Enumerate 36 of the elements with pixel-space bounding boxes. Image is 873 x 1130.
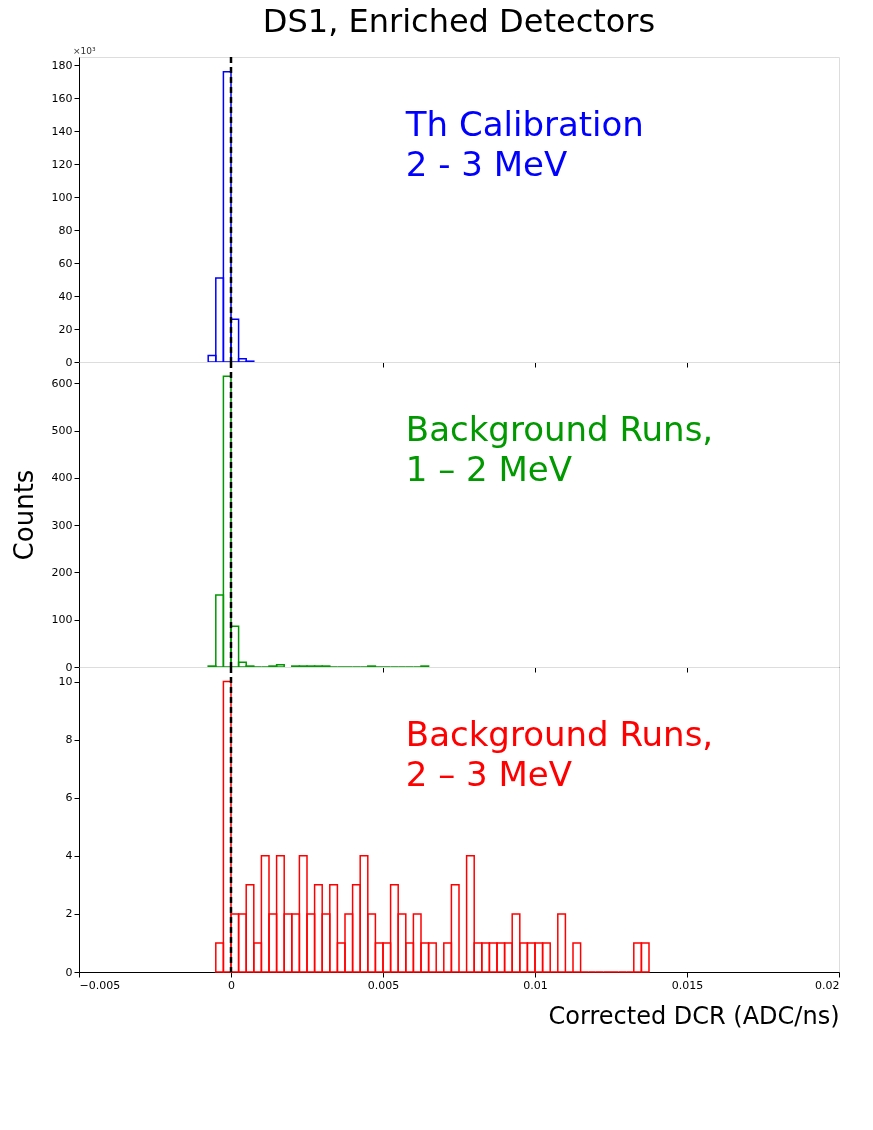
y-tick-label: 40 xyxy=(58,289,73,303)
y-tick-label: 100 xyxy=(51,613,73,627)
y-tick-label: 0 xyxy=(65,355,73,369)
y-tick-label: 180 xyxy=(51,58,73,72)
y-axis-title: Counts xyxy=(8,469,39,561)
y-tick-label: 200 xyxy=(51,565,73,579)
text: Th Calibration 2 - 3 MeV xyxy=(404,103,644,184)
y-tick-label: 100 xyxy=(51,190,73,204)
y-tick-label: 10 xyxy=(58,675,73,689)
y-tick-label: 500 xyxy=(51,424,73,438)
x-tick-label: 0.02 xyxy=(815,978,840,992)
text: ×10³ xyxy=(73,46,96,56)
y-tick-label: 0 xyxy=(65,660,73,674)
y-tick-label: 20 xyxy=(58,322,73,336)
x-tick-label: 0.015 xyxy=(671,978,704,992)
y-tick-label: 60 xyxy=(58,256,73,270)
y-tick-label: 0 xyxy=(65,965,73,979)
x-tick-label: 0 xyxy=(228,978,235,992)
x-tick-label: 0.01 xyxy=(523,978,548,992)
y-tick-label: 300 xyxy=(51,518,73,532)
y-tick-label: 2 xyxy=(65,907,73,921)
text: Background Runs, 1 – 2 MeV xyxy=(405,408,714,489)
y-tick-label: 140 xyxy=(51,124,73,138)
y-tick-label: 400 xyxy=(51,471,73,485)
x-axis-title: Corrected DCR (ADC/ns) xyxy=(548,1001,840,1030)
chart-title: DS1, Enriched Detectors xyxy=(262,2,656,40)
text: Background Runs, 2 – 3 MeV xyxy=(405,713,714,794)
y-tick-label: 600 xyxy=(51,376,73,390)
y-tick-label: 80 xyxy=(58,223,73,237)
x-tick-label: −0.005 xyxy=(79,978,121,992)
x-tick-label: 0.005 xyxy=(367,978,400,992)
y-tick-label: 120 xyxy=(51,157,73,171)
y-tick-label: 6 xyxy=(65,791,73,805)
y-tick-label: 8 xyxy=(65,733,73,747)
y-tick-label: 160 xyxy=(51,91,73,105)
y-tick-label: 4 xyxy=(65,849,73,863)
